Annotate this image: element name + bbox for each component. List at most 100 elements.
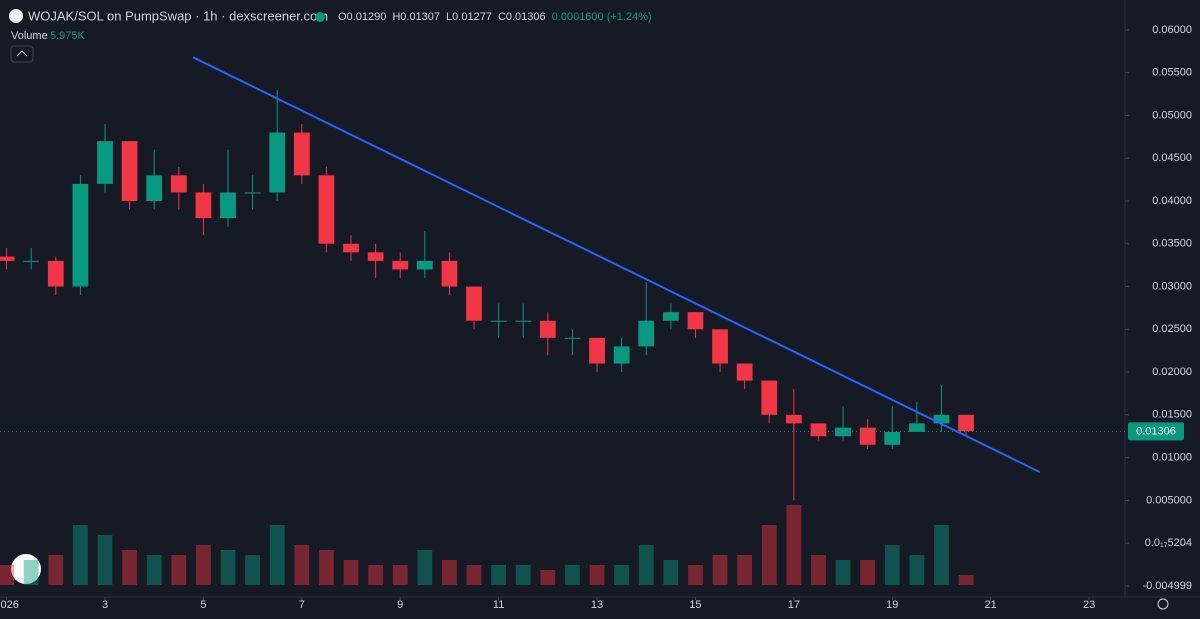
volume-bar — [565, 565, 580, 585]
volume-bar — [737, 555, 753, 585]
candle-body — [170, 175, 187, 193]
volume-bar — [761, 525, 777, 585]
y-tick-label: 0.03000 — [1152, 280, 1192, 292]
candle-body — [761, 380, 778, 415]
x-tick-label: 11 — [493, 599, 504, 611]
candle-body — [810, 423, 827, 437]
volume-bar — [811, 555, 826, 585]
candle-body — [613, 346, 630, 364]
candle-body — [23, 260, 40, 262]
x-tick-label: 23 — [1083, 599, 1095, 611]
candle-body — [687, 312, 704, 330]
volume-bar — [48, 555, 64, 585]
last-price-label: 0.01306 — [1136, 425, 1176, 437]
candle-body — [195, 192, 212, 219]
volume-bar — [589, 565, 605, 585]
volume-bar — [392, 565, 408, 585]
volume-bar — [786, 505, 802, 585]
x-tick-label: 21 — [985, 599, 997, 611]
volume-bar — [835, 560, 851, 585]
chart-title: WOJAK/SOL on PumpSwap · 1h · dexscreener… — [28, 8, 328, 23]
volume-bar — [515, 565, 531, 585]
candle-body — [515, 320, 532, 322]
volume-bar — [638, 545, 654, 585]
y-tick-label: 0.04000 — [1152, 195, 1192, 207]
ohlc-value: O0.01290 — [338, 11, 386, 23]
volume-bar — [220, 550, 236, 585]
volume-bar — [0, 565, 14, 585]
candle-body — [785, 414, 802, 424]
volume-bar — [171, 555, 187, 585]
volume-bar — [958, 575, 974, 585]
volume-bar — [97, 535, 113, 585]
candle-body — [958, 414, 974, 432]
volume-bar — [196, 545, 211, 585]
candle-body — [318, 175, 335, 244]
candle-body — [244, 192, 261, 194]
candle-body — [97, 141, 113, 184]
y-tick-label: 0.01500 — [1152, 409, 1192, 421]
y-tick-label: 0.005000 — [1146, 494, 1192, 506]
volume-bar — [540, 570, 556, 585]
volume-bar — [884, 545, 900, 585]
volume-bar — [417, 550, 433, 585]
x-tick-label: 17 — [788, 599, 800, 611]
ohlc-readout: O0.01290 H0.01307 L0.01277 C0.01306 0.000160… — [338, 11, 652, 23]
candle-body — [589, 337, 605, 364]
candle-body — [121, 141, 138, 201]
x-tick-label: 13 — [591, 599, 603, 611]
volume-bar — [860, 560, 876, 585]
y-tick-label: -0.004999 — [1142, 580, 1192, 592]
x-tick-label: 7 — [299, 599, 305, 611]
x-tick-label: 3 — [102, 599, 108, 611]
candle-body — [884, 431, 901, 445]
volume-bar — [466, 565, 482, 585]
ohlc-value: C0.01306 — [498, 11, 546, 23]
y-tick-label: 0.02500 — [1152, 323, 1192, 335]
candle-body — [146, 175, 163, 201]
y-tick-label: 0.01000 — [1152, 451, 1192, 463]
volume-bar — [294, 545, 310, 585]
x-tick-label: 19 — [886, 599, 898, 611]
y-tick-label: 0.02000 — [1152, 366, 1192, 378]
collapse-button[interactable] — [10, 45, 34, 63]
x-tick-label: 15 — [689, 599, 701, 611]
x-tick-label: 5 — [200, 599, 206, 611]
candle-body — [835, 427, 851, 437]
candle-body — [638, 320, 655, 347]
settings-icon[interactable] — [1157, 598, 1169, 610]
y-tick-label: 0.06000 — [1152, 24, 1192, 36]
candle-body — [416, 260, 433, 270]
token-icon — [9, 9, 23, 23]
volume-bar — [491, 565, 507, 585]
volume-bar — [23, 560, 39, 585]
tv-logo[interactable] — [11, 554, 41, 584]
x-tick-label: 2026 — [0, 599, 19, 611]
candle-body — [933, 414, 950, 424]
candle-body — [47, 260, 64, 287]
volume-bar — [122, 550, 137, 585]
candle-body — [859, 427, 876, 445]
candle-body — [539, 320, 556, 338]
ohlc-value: 0.0001600 (+1.24%) — [552, 11, 652, 23]
status-dot — [315, 12, 325, 22]
volume-bar — [614, 565, 630, 585]
y-tick-label: 0.05000 — [1152, 109, 1192, 121]
candle-body — [367, 252, 384, 261]
volume-bar — [934, 525, 949, 585]
candle-body — [490, 320, 507, 322]
y-tick-label: 0.04500 — [1152, 152, 1192, 164]
volume-bar — [269, 525, 285, 585]
collapse-icon — [16, 50, 28, 57]
candle-body — [564, 337, 581, 339]
ohlc-value: L0.01277 — [446, 11, 492, 23]
candle-body — [712, 329, 728, 364]
candle-body — [0, 256, 15, 261]
volume-bar — [442, 560, 457, 585]
volume-bar — [319, 550, 334, 585]
y-tick-label: 0.03500 — [1152, 238, 1192, 250]
volume-bar — [73, 525, 88, 585]
ohlc-value: H0.01307 — [392, 11, 440, 23]
